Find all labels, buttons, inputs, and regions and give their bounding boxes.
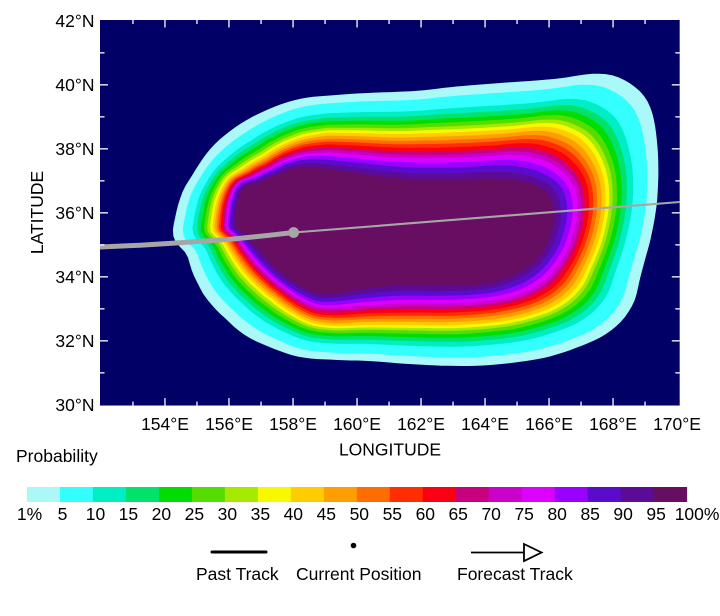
- svg-text:100%: 100%: [675, 504, 720, 524]
- svg-text:55: 55: [383, 504, 402, 524]
- svg-text:25: 25: [185, 504, 204, 524]
- svg-text:32°N: 32°N: [55, 331, 94, 351]
- svg-text:170°E: 170°E: [653, 414, 701, 434]
- svg-text:166°E: 166°E: [525, 414, 573, 434]
- svg-text:40: 40: [284, 504, 304, 524]
- svg-text:85: 85: [580, 504, 599, 524]
- svg-text:162°E: 162°E: [397, 414, 445, 434]
- svg-text:Past Track: Past Track: [196, 564, 279, 584]
- svg-text:LATITUDE: LATITUDE: [27, 171, 47, 254]
- svg-text:1%: 1%: [17, 504, 42, 524]
- svg-text:45: 45: [317, 504, 336, 524]
- svg-text:Current Position: Current Position: [296, 564, 421, 584]
- svg-text:38°N: 38°N: [55, 139, 94, 159]
- svg-text:30: 30: [218, 504, 238, 524]
- svg-text:70: 70: [481, 504, 501, 524]
- svg-text:156°E: 156°E: [205, 414, 253, 434]
- svg-text:154°E: 154°E: [141, 414, 189, 434]
- svg-text:LONGITUDE: LONGITUDE: [339, 440, 441, 460]
- svg-text:Forecast Track: Forecast Track: [457, 564, 573, 584]
- svg-text:65: 65: [448, 504, 467, 524]
- svg-text:164°E: 164°E: [461, 414, 509, 434]
- svg-text:36°N: 36°N: [55, 203, 94, 223]
- svg-text:35: 35: [251, 504, 270, 524]
- svg-text:160°E: 160°E: [333, 414, 381, 434]
- svg-text:40°N: 40°N: [55, 75, 94, 95]
- svg-text:75: 75: [514, 504, 533, 524]
- svg-text:Probability: Probability: [16, 446, 98, 466]
- svg-text:20: 20: [152, 504, 172, 524]
- svg-text:15: 15: [119, 504, 138, 524]
- svg-text:34°N: 34°N: [55, 267, 94, 287]
- svg-text:50: 50: [350, 504, 370, 524]
- svg-text:42°N: 42°N: [55, 11, 94, 31]
- svg-text:60: 60: [416, 504, 436, 524]
- svg-text:80: 80: [547, 504, 567, 524]
- svg-text:158°E: 158°E: [269, 414, 317, 434]
- svg-text:5: 5: [58, 504, 68, 524]
- svg-text:10: 10: [86, 504, 106, 524]
- svg-text:90: 90: [613, 504, 633, 524]
- svg-text:95: 95: [646, 504, 665, 524]
- svg-text:30°N: 30°N: [55, 395, 94, 415]
- svg-text:168°E: 168°E: [589, 414, 637, 434]
